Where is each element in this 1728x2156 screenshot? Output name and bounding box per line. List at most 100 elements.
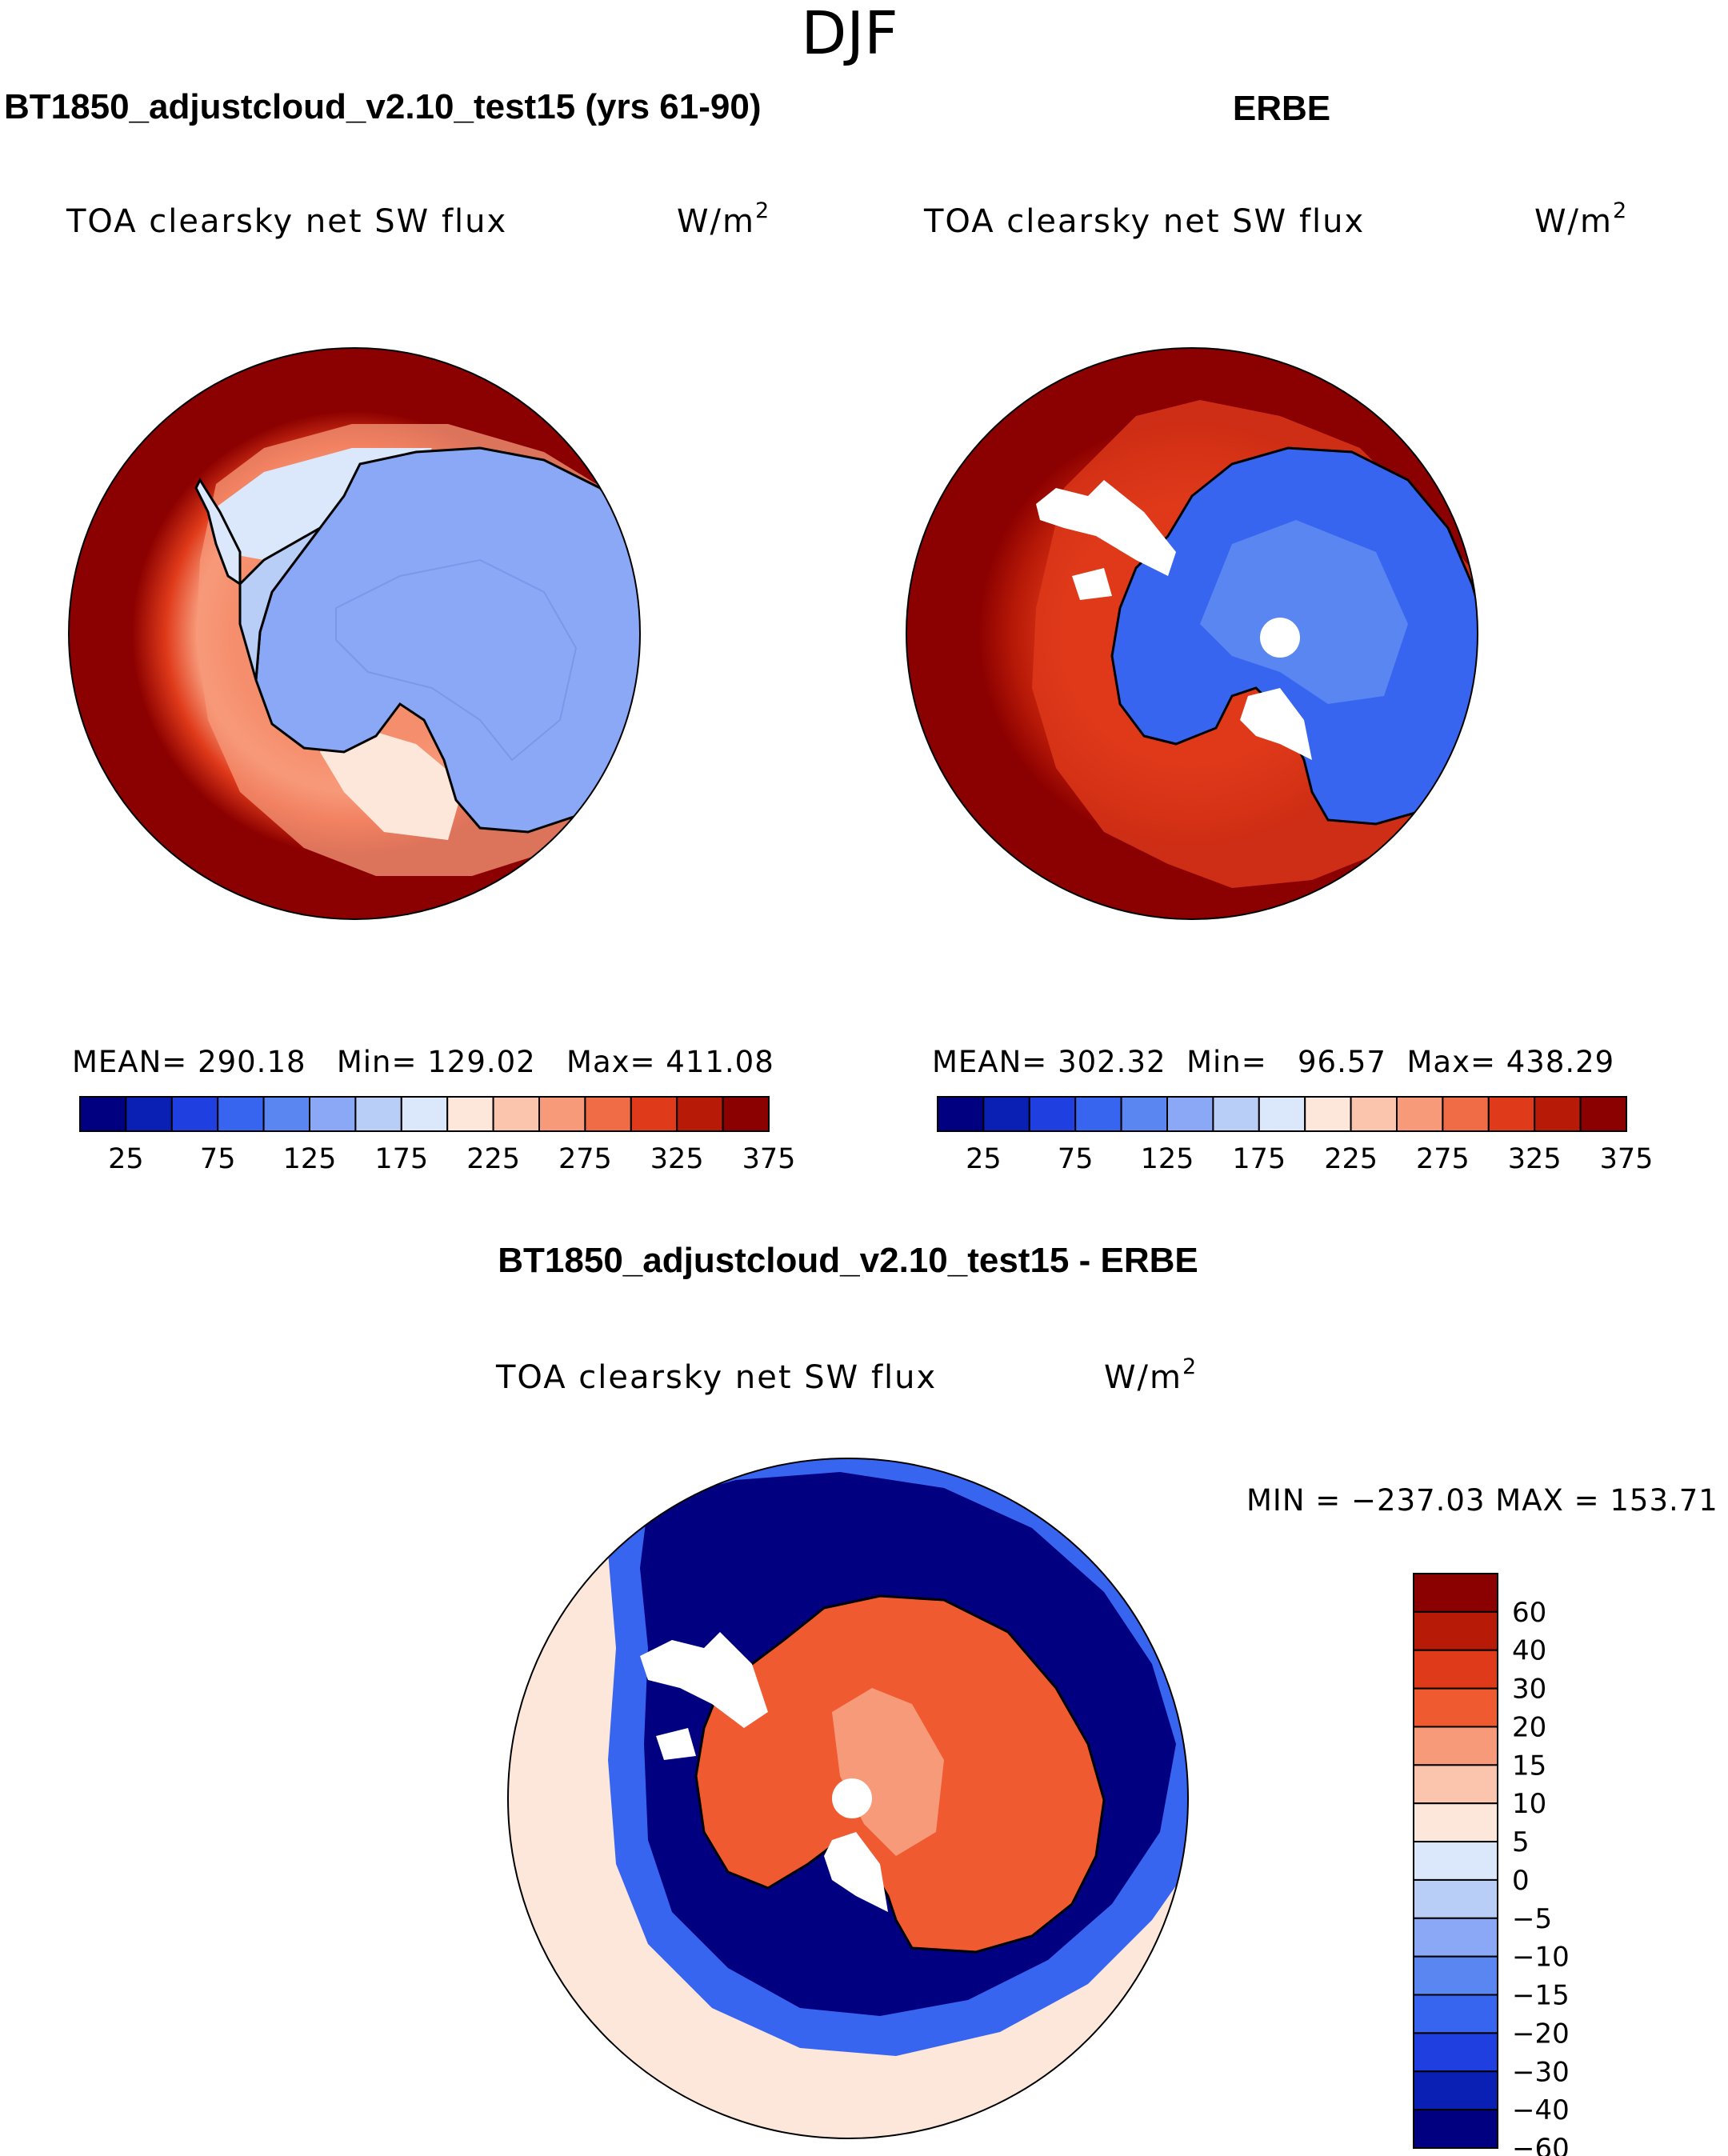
panel1-colorbar-tick: 125 bbox=[283, 1143, 337, 1175]
panel1-colorbar-tick: 275 bbox=[558, 1143, 612, 1175]
panel1-peninsula bbox=[194, 477, 242, 586]
panel3-missing-data-peninsula bbox=[640, 1632, 768, 1728]
panel3-colorbar-tick: −15 bbox=[1512, 1980, 1570, 2012]
panel1-colorbar-box bbox=[630, 1096, 678, 1132]
panel1-mean-value: 290.18 bbox=[198, 1045, 306, 1079]
panel3-colorbar-box bbox=[1413, 1764, 1498, 1805]
panel2-colorbar-tick: 325 bbox=[1508, 1143, 1562, 1175]
panel3-colorbar-tick: 15 bbox=[1512, 1750, 1546, 1782]
panel3-colorbar-tick: 10 bbox=[1512, 1788, 1546, 1820]
panel2-colorbar-box bbox=[1579, 1096, 1627, 1132]
panel2-colorbar-tick: 275 bbox=[1416, 1143, 1470, 1175]
panel3-colorbar-box bbox=[1413, 1841, 1498, 1881]
panel2-pole-hole bbox=[1260, 618, 1300, 658]
panel2-max-value: 438.29 bbox=[1506, 1045, 1614, 1079]
panel3-colorbar-tick: 60 bbox=[1512, 1597, 1546, 1629]
panel3-colorbar-box bbox=[1413, 1955, 1498, 1996]
panel3-colorbar-box bbox=[1413, 1917, 1498, 1958]
panel1-colorbar-tick: 225 bbox=[466, 1143, 520, 1175]
panel2-colorbar-tick: 125 bbox=[1141, 1143, 1194, 1175]
panel2-missing-data-weddell bbox=[1072, 568, 1112, 600]
panel3-colorbar-box bbox=[1413, 1726, 1498, 1766]
panel1-colorbar-box bbox=[79, 1096, 127, 1132]
panel1-colorbar-box bbox=[125, 1096, 173, 1132]
panel2-colorbar-tick: 25 bbox=[966, 1143, 1002, 1175]
panel2-min-value: 96.57 bbox=[1298, 1045, 1386, 1079]
panel1-colorbar-box bbox=[217, 1096, 265, 1132]
panel3-colorbar-tick: −5 bbox=[1512, 1903, 1552, 1935]
panel3-pole-hole bbox=[832, 1778, 872, 1818]
panel2-units-base: W/m bbox=[1534, 203, 1613, 240]
panel2-colorbar-box bbox=[1304, 1096, 1352, 1132]
panel1-west-antarctica bbox=[238, 526, 322, 681]
panel3-units: W/m2 bbox=[1104, 1354, 1198, 1396]
panel1-colorbar-tick: 175 bbox=[374, 1143, 428, 1175]
panel3-colorbar-tick: −60 bbox=[1512, 2133, 1570, 2156]
panel2-interior bbox=[1200, 520, 1408, 704]
panel3-field-label: TOA clearsky net SW flux bbox=[495, 1359, 937, 1396]
panel3-colorbar-box bbox=[1413, 1649, 1498, 1690]
panel1-colorbar-box bbox=[309, 1096, 357, 1132]
panel2-missing-data-ross bbox=[1240, 688, 1312, 760]
panel2-colorbar-box bbox=[1120, 1096, 1168, 1132]
panel1-units-exp: 2 bbox=[755, 198, 770, 223]
panel3-colorbar-box bbox=[1413, 1878, 1498, 1919]
panel3-colorbar-tick: 40 bbox=[1512, 1635, 1546, 1667]
panel1-units: W/m2 bbox=[677, 198, 770, 240]
panel3-colorbar-box bbox=[1413, 1610, 1498, 1651]
panel2-map bbox=[906, 347, 1478, 920]
panel2-max-label: Max= bbox=[1406, 1045, 1496, 1079]
panel1-colorbar-tick: 375 bbox=[742, 1143, 796, 1175]
panel3-colorbar-box bbox=[1413, 1802, 1498, 1843]
panel2-colorbar-box bbox=[1350, 1096, 1398, 1132]
panel1-colorbar-box bbox=[722, 1096, 770, 1132]
panel2-colorbar-box bbox=[1534, 1096, 1582, 1132]
panel1-colorbar-box bbox=[492, 1096, 540, 1132]
panel3-colorbar-tick: −40 bbox=[1512, 2094, 1570, 2126]
panel3-colorbar-tick: −10 bbox=[1512, 1942, 1570, 1974]
panel1-colorbar-box bbox=[584, 1096, 632, 1132]
panel3-colorbar-box bbox=[1413, 1573, 1498, 1613]
panel1-colorbar-box bbox=[676, 1096, 724, 1132]
panel3-colorbar-box bbox=[1413, 2109, 1498, 2149]
panel2-colorbar-box bbox=[1166, 1096, 1214, 1132]
panel1-stats: MEAN= 290.18 Min= 129.02 Max= 411.08 bbox=[72, 1045, 774, 1079]
panel2-colorbar-box bbox=[1487, 1096, 1536, 1132]
panel2-colorbar-box bbox=[982, 1096, 1030, 1132]
panel1-colorbar-tick: 25 bbox=[108, 1143, 144, 1175]
panel2-colorbar-box bbox=[1212, 1096, 1260, 1132]
panel3-colorbar-box bbox=[1413, 2070, 1498, 2111]
panel3-colorbar-tick: 0 bbox=[1512, 1865, 1530, 1897]
panel3-colorbar-box bbox=[1413, 2032, 1498, 2073]
panel2-colorbar-tick: 75 bbox=[1058, 1143, 1094, 1175]
panel3-colorbar-box bbox=[1413, 1687, 1498, 1728]
panel2-colorbar-box bbox=[1258, 1096, 1306, 1132]
panel2-colorbar: 25 75 125 175 225 275 325 375 bbox=[937, 1096, 1653, 1175]
panel1-title: BT1850_adjustcloud_v2.10_test15 (yrs 61-… bbox=[4, 87, 762, 126]
panel3-minmax: MIN = −237.03 MAX = 153.71 bbox=[1246, 1483, 1718, 1518]
panel2-colorbar-box bbox=[1442, 1096, 1490, 1132]
panel3-colorbar-tick: −30 bbox=[1512, 2056, 1570, 2088]
panel3-map-border bbox=[507, 1458, 1189, 2139]
panel3-units-base: W/m bbox=[1104, 1359, 1182, 1396]
panel2-map-border bbox=[906, 347, 1478, 920]
panel2-title: ERBE bbox=[1233, 89, 1330, 128]
panel3-colorbar-tick: 5 bbox=[1512, 1826, 1530, 1858]
panel1-field-label: TOA clearsky net SW flux bbox=[66, 203, 507, 240]
panel2-missing-data-peninsula bbox=[1036, 480, 1176, 576]
panel2-colorbar-tick: 175 bbox=[1232, 1143, 1286, 1175]
panel1-colorbar: 25 75 125 175 225 275 325 375 bbox=[79, 1096, 796, 1175]
panel2-units-exp: 2 bbox=[1613, 198, 1628, 223]
panel2-field-label: TOA clearsky net SW flux bbox=[923, 203, 1365, 240]
panel2-colorbar-tick: 225 bbox=[1324, 1143, 1378, 1175]
panel1-interior-high bbox=[335, 558, 578, 762]
panel2-mean-label: MEAN= bbox=[932, 1045, 1047, 1079]
season-title: DJF bbox=[801, 0, 898, 68]
panel3-missing-data-ross bbox=[824, 1832, 888, 1912]
panel3-colorbar-tick: 30 bbox=[1512, 1674, 1546, 1706]
panel1-colorbar-tick: 325 bbox=[650, 1143, 704, 1175]
panel1-colorbar-box bbox=[446, 1096, 494, 1132]
panel2-mean-value: 302.32 bbox=[1058, 1045, 1166, 1079]
panel2-min-label: Min= bbox=[1186, 1045, 1267, 1079]
